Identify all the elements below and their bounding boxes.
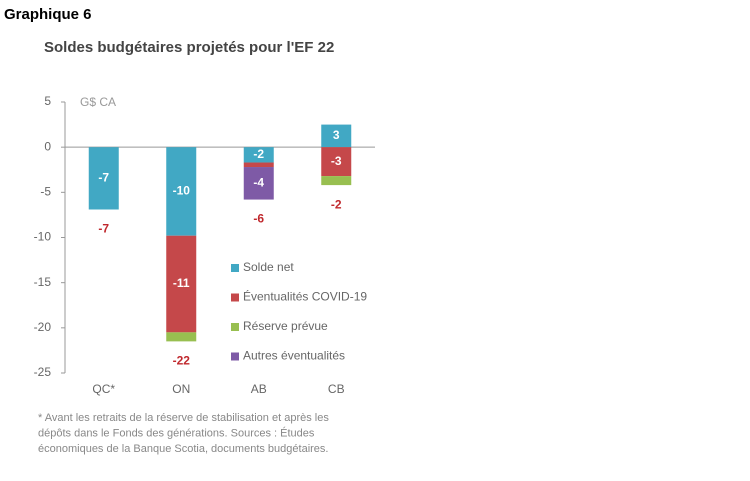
value-label: -7	[98, 171, 109, 185]
bar-segment	[243, 167, 274, 200]
value-label: -2	[253, 147, 264, 161]
legend-swatch	[231, 323, 239, 331]
x-tick-label: CB	[328, 382, 345, 396]
legend-label: Réserve prévue	[243, 319, 328, 333]
x-tick-label: ON	[172, 382, 190, 396]
value-label: 3	[333, 128, 340, 142]
chart-title: Soldes budgétaires projetés pour l'EF 22	[44, 39, 334, 56]
legend-label: Éventualités COVID-19	[243, 289, 367, 304]
bar-segment	[243, 147, 274, 163]
bar-segment	[88, 147, 119, 210]
total-label: -22	[173, 354, 191, 368]
x-tick-label: AB	[251, 382, 267, 396]
bar-segment	[321, 176, 352, 186]
bar-segment	[166, 332, 197, 342]
y-tick-label: -25	[34, 365, 52, 379]
y-tick-label: -15	[34, 275, 52, 289]
footnote: dépôts dans le Fonds des générations. So…	[38, 426, 315, 439]
bar-segment	[321, 124, 352, 148]
value-label: -10	[173, 184, 191, 198]
y-tick-label: -5	[40, 185, 51, 199]
y-tick-label: -20	[34, 320, 52, 334]
legend-swatch	[231, 352, 239, 361]
bar-segment	[243, 162, 274, 168]
footnote: économiques de la Banque Scotia, documen…	[38, 443, 328, 455]
footnote: * Avant les retraits de la réserve de st…	[38, 412, 329, 424]
y-tick-label: 5	[44, 94, 51, 108]
value-label: -4	[253, 175, 264, 189]
total-label: -6	[253, 212, 264, 226]
bar-segment	[321, 147, 352, 177]
legend-swatch	[231, 264, 239, 272]
bar-segment	[166, 235, 197, 333]
header: Graphique 6	[4, 6, 92, 23]
value-label: -11	[173, 276, 190, 290]
x-tick-label: QC*	[92, 382, 115, 396]
legend-label: Solde net	[243, 260, 294, 274]
legend-label: Autres éventualités	[243, 349, 345, 363]
total-label: -2	[331, 197, 342, 211]
y-tick-label: -10	[34, 230, 52, 244]
legend-swatch	[231, 293, 239, 302]
value-label: -3	[331, 154, 342, 168]
bar-segment	[166, 147, 197, 236]
y-unit: G$ CA	[80, 95, 116, 109]
total-label: -7	[98, 222, 109, 236]
y-tick-label: 0	[44, 139, 51, 153]
